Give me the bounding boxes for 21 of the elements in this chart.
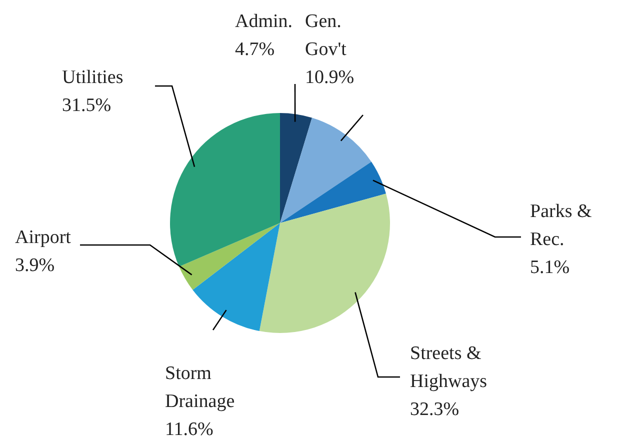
data-label: 31.5% (62, 95, 112, 116)
data-label: 3.9% (15, 255, 55, 276)
data-label: 4.7% (235, 39, 275, 60)
pie-slice (280, 162, 386, 223)
data-label: 11.6% (165, 419, 214, 438)
slice-label: Parks & Rec. (530, 201, 592, 250)
data-label: 10.9% (305, 67, 354, 88)
pie-slice (179, 223, 280, 290)
slice-label: Airport (15, 227, 72, 248)
slice-label: Admin. (235, 11, 293, 32)
slice-label: Utilities (62, 67, 124, 88)
data-label: 5.1% (530, 257, 570, 278)
data-label: 32.3% (410, 399, 460, 420)
slice-label: Streets & Highways (410, 343, 488, 392)
pie-slice (259, 194, 390, 333)
slice-label: Storm Drainage (165, 363, 235, 412)
slice-label: Gen. Gov't (305, 11, 348, 60)
pie-slice (170, 113, 280, 267)
pie-slice (192, 223, 280, 332)
pie-slice (280, 118, 372, 223)
pie-slice (280, 113, 312, 223)
